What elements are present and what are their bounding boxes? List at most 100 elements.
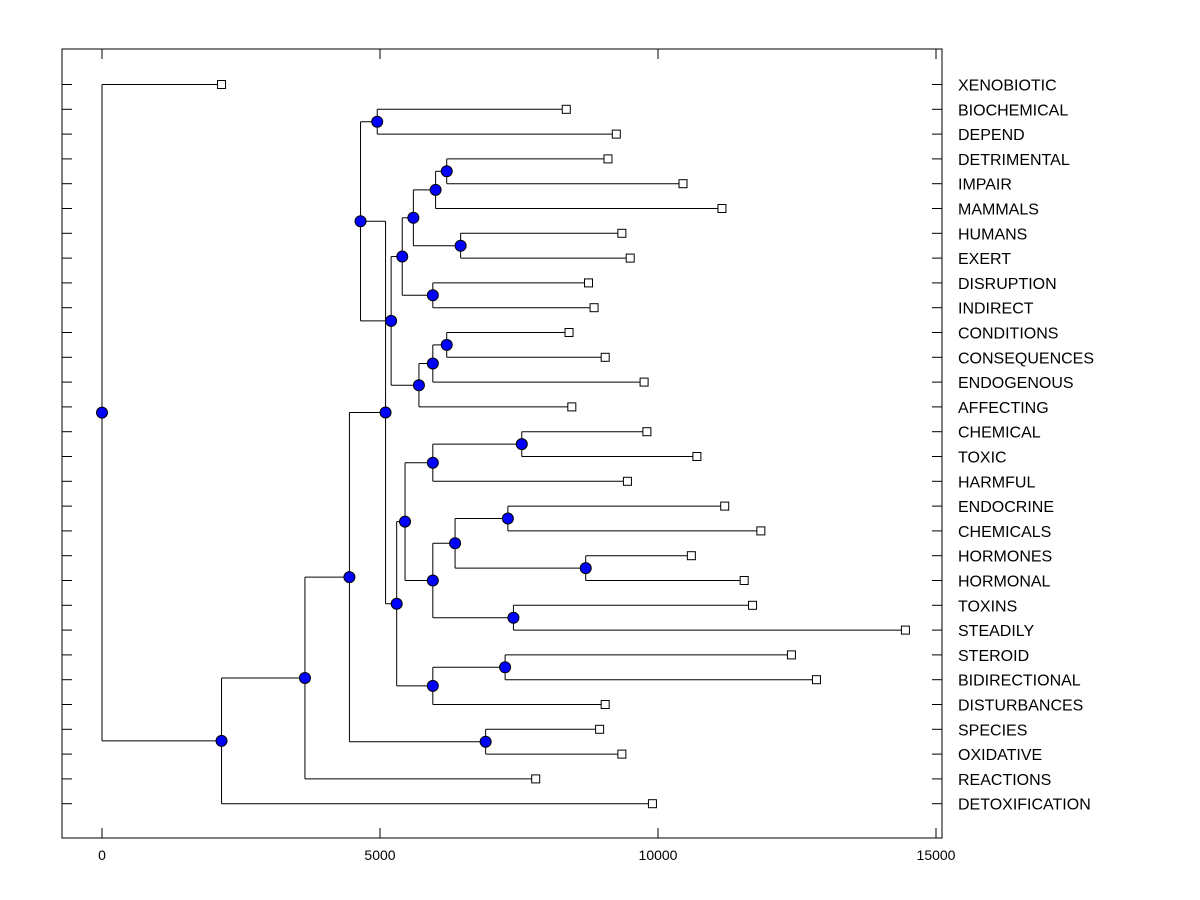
merge-node [385,314,398,327]
leaf-label: TOXINS [958,598,1017,615]
merge-node [426,289,439,302]
leaf-label: DISTURBANCES [958,698,1083,715]
merge-node [501,512,514,525]
leaf-marker [567,402,577,412]
x-tick-label: 10000 [639,847,678,863]
leaf-label: OXIDATIVE [958,747,1042,764]
leaf-marker [600,700,610,709]
merge-node [579,562,592,575]
plot-frame [61,48,943,839]
merge-node [407,211,420,224]
leaf-marker [647,799,657,809]
merge-node [390,597,403,610]
leaf-marker [217,80,227,89]
leaf-label: HUMANS [958,226,1027,243]
merge-node [96,406,108,419]
merge-node [412,379,425,392]
leaf-label: DETOXIFICATION [958,797,1091,814]
leaf-label: INDIRECT [958,301,1034,318]
leaf-marker [589,303,599,313]
leaf-marker [639,377,649,387]
merge-node [440,165,453,178]
leaf-label: CHEMICALS [958,524,1051,541]
merge-node [479,735,492,748]
merge-node [449,537,462,550]
merge-node [354,215,367,228]
merge-node [499,661,512,674]
leaf-markers [217,80,910,809]
leaf-marker [786,650,796,660]
leaf-marker [622,476,632,486]
leaf-label: HORMONES [958,549,1052,566]
leaf-marker [756,526,766,536]
leaf-marker [642,427,652,437]
leaf-marker [531,774,541,784]
leaf-label: CHEMICAL [958,425,1041,442]
merge-node [454,239,467,252]
leaf-label: AFFECTING [958,400,1049,417]
leaf-label: DETRIMENTAL [958,152,1070,169]
merge-node [396,250,409,263]
x-tick-label: 0 [98,847,106,863]
leaf-marker [617,749,627,759]
leaf-label: HORMONAL [958,574,1051,591]
leaf-label: TOXIC [958,450,1007,467]
merge-node [426,456,439,469]
leaf-label: BIOCHEMICAL [958,102,1068,119]
y-axis-ticks [62,84,942,805]
leaf-label: ENDOCRINE [958,499,1054,516]
leaf-label: SPECIES [958,722,1027,739]
x-tick-label: 5000 [364,847,395,863]
leaf-marker [748,600,758,610]
tree-lines [101,84,906,805]
leaf-label: DISRUPTION [958,276,1057,293]
merge-node [426,679,439,692]
x-tick-label: 15000 [917,847,956,863]
merge-node [343,571,356,584]
leaf-marker [625,253,635,263]
leaf-marker [611,129,621,139]
x-axis: 0 5000 10000 15000 [98,49,956,863]
merge-node [215,734,228,747]
merge-node [507,611,520,624]
leaf-marker [692,452,702,461]
leaf-label: CONDITIONS [958,326,1058,343]
merge-node [399,515,412,528]
leaf-marker [739,576,749,585]
leaf-label: STEROID [958,648,1029,665]
leaf-label: MAMMALS [958,202,1039,219]
merge-node [429,183,442,196]
leaf-label: EXERT [958,251,1011,268]
leaf-label: XENOBIOTIC [958,78,1057,95]
merge-node [371,115,384,128]
merge-node [298,672,311,685]
merge-node [426,357,439,370]
leaf-label: REACTIONS [958,772,1051,789]
leaf-label: DEPEND [958,127,1025,144]
leaf-label: HARMFUL [958,474,1035,491]
leaf-marker [584,278,593,288]
leaf-marker [617,228,627,238]
leaf-label: BIDIRECTIONAL [958,673,1081,690]
leaf-marker [717,204,727,213]
leaf-label: IMPAIR [958,177,1012,194]
merge-node [426,574,439,587]
leaf-marker [561,104,571,114]
leaf-marker [600,352,610,362]
leaf-marker [564,328,574,337]
leaf-label: CONSEQUENCES [958,350,1094,367]
merge-nodes [96,115,592,748]
leaf-marker [720,501,730,511]
leaf-marker [678,179,688,189]
merge-node [515,438,528,451]
leaf-label: STEADILY [958,623,1035,640]
leaf-labels: XENOBIOTIC BIOCHEMICAL DEPEND DETRIMENTAL IM… [958,78,1094,814]
leaf-marker [686,551,696,561]
leaf-marker [811,675,821,685]
leaf-label: ENDOGENOUS [958,375,1074,392]
merge-node [440,338,453,351]
leaf-marker [595,724,605,734]
leaf-marker [603,154,613,164]
merge-node [379,406,392,419]
